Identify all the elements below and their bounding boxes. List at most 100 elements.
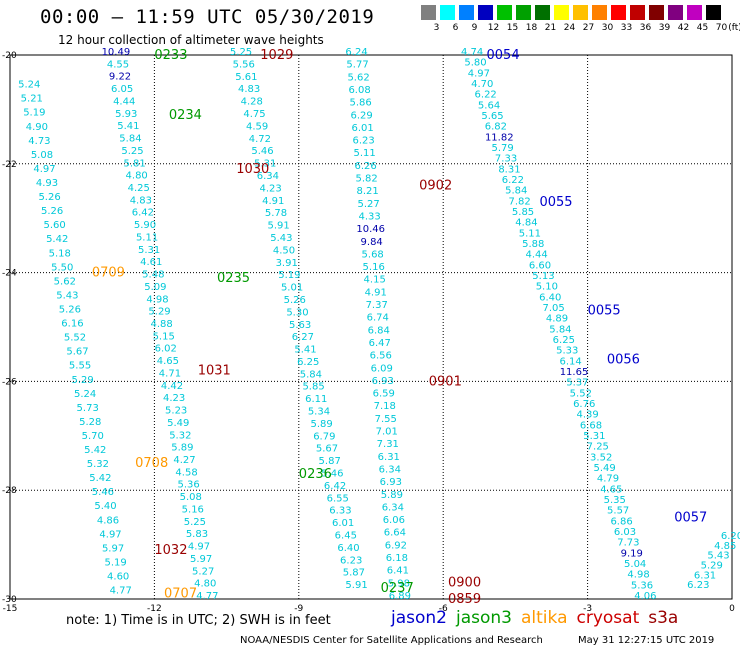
- swh-value-label: 4.28: [241, 97, 263, 108]
- swh-value-label: 5.49: [167, 418, 189, 429]
- swh-value-label: 4.25: [128, 183, 150, 194]
- swh-value-label: 5.11: [519, 228, 541, 239]
- swh-value-label: 4.75: [243, 109, 265, 120]
- swh-value-label: 5.73: [77, 403, 99, 414]
- swh-value-label: 6.01: [332, 518, 354, 529]
- swh-value-label: 5.25: [230, 47, 252, 58]
- swh-value-label: 5.23: [165, 406, 187, 417]
- swh-value-label: 5.28: [79, 417, 101, 428]
- swh-value-label: 6.11: [305, 394, 327, 405]
- lat-tick-label: -30: [2, 595, 17, 605]
- scale-label: 18: [525, 23, 538, 33]
- pass-id-label: 0709: [92, 266, 125, 281]
- scale-swatch: [535, 5, 550, 20]
- swh-value-label: 4.44: [526, 250, 548, 261]
- swh-value-label: 5.46: [321, 469, 343, 480]
- swh-value-label: 5.35: [604, 495, 626, 506]
- scale-label: 3: [433, 23, 440, 33]
- swh-value-label: 5.46: [92, 487, 114, 498]
- scale-unit-label: (ft): [728, 23, 740, 33]
- scale-swatch: [440, 5, 455, 20]
- swh-value-label: 5.70: [82, 431, 104, 442]
- pass-id-label: 0235: [217, 271, 250, 286]
- swh-value-label: 5.81: [123, 158, 145, 169]
- swh-value-label: 6.24: [345, 47, 367, 58]
- swh-value-label: 5.33: [556, 346, 578, 357]
- map-title: 00:00 – 11:59 UTC 05/30/2019: [40, 6, 375, 28]
- swh-value-label: 6.02: [155, 344, 177, 355]
- swh-value-label: 5.98: [388, 578, 410, 589]
- legend-item-jason2: jason2: [391, 608, 447, 628]
- lat-tick-label: -28: [2, 486, 17, 496]
- scale-swatch: [478, 5, 493, 20]
- swh-value-label: 4.85: [714, 541, 736, 552]
- swh-value-label: 6.79: [313, 431, 335, 442]
- swh-value-label: 5.42: [46, 234, 68, 245]
- swh-value-label: 4.59: [246, 121, 268, 132]
- swh-value-label: 5.13: [532, 271, 554, 282]
- swh-value-label: 8.21: [357, 186, 379, 197]
- scale-label: 21: [544, 23, 557, 33]
- swh-value-label: 6.23: [687, 580, 709, 591]
- swh-value-label: 5.21: [21, 94, 43, 105]
- swh-value-label: 5.43: [270, 233, 292, 244]
- legend-item-altika: altika: [521, 608, 568, 628]
- swh-value-label: 5.30: [286, 307, 308, 318]
- swh-value-label: 6.22: [475, 90, 497, 101]
- swh-value-label: 5.27: [358, 199, 380, 210]
- swh-value-label: 5.65: [481, 111, 503, 122]
- pass-id-label: 0902: [419, 179, 452, 194]
- swh-value-label: 4.84: [515, 218, 537, 229]
- swh-value-label: 6.56: [370, 351, 392, 362]
- pass-id-label: 1030: [236, 162, 269, 177]
- swh-value-label: 5.26: [284, 295, 306, 306]
- scale-swatch: [421, 5, 436, 20]
- swh-value-label: 5.89: [311, 419, 333, 430]
- swh-value-label: 4.33: [359, 211, 381, 222]
- swh-value-label: 6.92: [385, 540, 407, 551]
- swh-value-label: 5.60: [44, 220, 66, 231]
- swh-value-label: 5.31: [254, 159, 276, 170]
- swh-value-label: 5.79: [492, 143, 514, 154]
- swh-value-label: 6.18: [386, 553, 408, 564]
- swh-value-label: 5.90: [134, 220, 156, 231]
- lat-tick-label: -22: [2, 160, 17, 170]
- swh-value-label: 4.23: [163, 393, 185, 404]
- scale-label: 15: [506, 23, 519, 33]
- swh-value-label: 4.55: [107, 59, 129, 70]
- timestamp-text: May 31 12:27:15 UTC 2019: [578, 635, 715, 646]
- swh-value-label: 5.10: [536, 282, 558, 293]
- swh-value-label: 5.27: [192, 566, 214, 577]
- swh-value-label: 6.55: [327, 493, 349, 504]
- swh-value-label: 7.25: [587, 442, 609, 453]
- swh-value-label: 6.03: [614, 527, 636, 538]
- swh-value-label: 7.37: [366, 300, 388, 311]
- scale-label: 9: [471, 23, 478, 33]
- swh-value-label: 5.19: [23, 108, 45, 119]
- swh-value-label: 6.45: [335, 531, 357, 542]
- swh-value-label: 6.47: [369, 338, 391, 349]
- swh-value-label: 5.91: [268, 221, 290, 232]
- swh-value-label: 5.25: [121, 146, 143, 157]
- swh-value-label: 4.65: [157, 356, 179, 367]
- pass-id-label: 0234: [169, 108, 202, 123]
- swh-value-label: 6.60: [529, 260, 551, 271]
- swh-value-label: 4.88: [150, 319, 172, 330]
- pass-id-label: 0901: [429, 374, 462, 389]
- legend-item-jason3: jason3: [456, 608, 512, 628]
- swh-value-label: 5.88: [522, 239, 544, 250]
- swh-value-label: 6.25: [297, 357, 319, 368]
- swh-value-label: 3.52: [590, 452, 612, 463]
- swh-value-label: 5.57: [607, 506, 629, 517]
- scale-label: 36: [639, 23, 652, 33]
- legend-note: note: 1) Time is in UTC; 2) SWH is in fe…: [66, 613, 331, 628]
- swh-value-label: 4.86: [97, 515, 119, 526]
- map-frame: [9, 54, 733, 600]
- swh-value-label: 6.23: [340, 555, 362, 566]
- lon-tick-label: -3: [583, 604, 592, 614]
- pass-id-label: 0859: [448, 592, 481, 607]
- swh-value-label: 4.98: [627, 570, 649, 581]
- lon-tick-label: -9: [294, 604, 303, 614]
- swh-value-label: 5.26: [59, 304, 81, 315]
